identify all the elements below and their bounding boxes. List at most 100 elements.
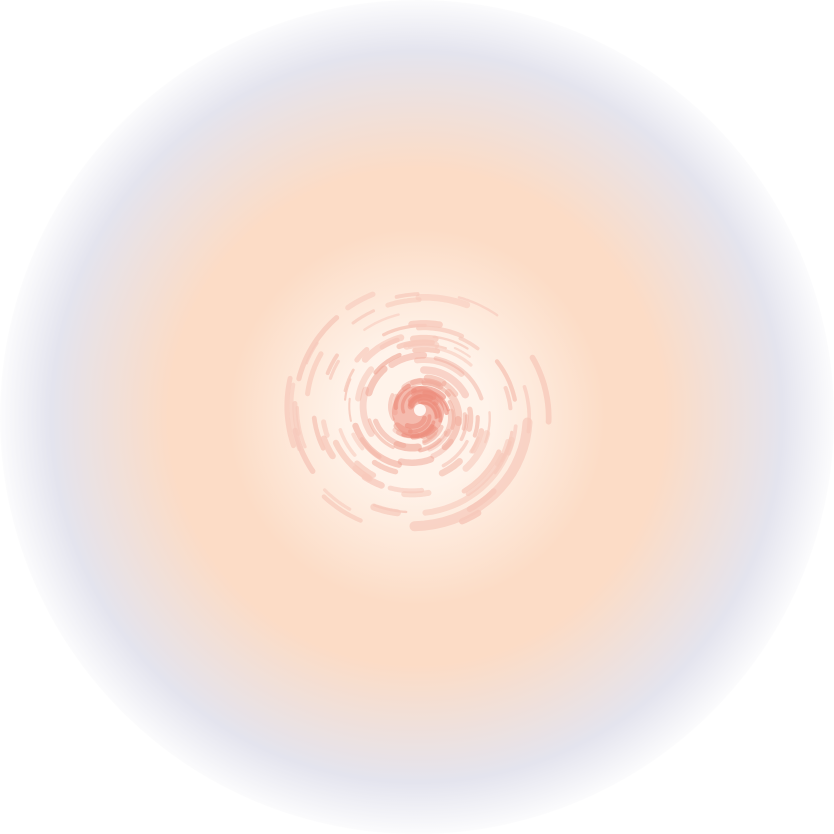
swirl-stroke: [372, 504, 408, 514]
swirl-stroke: [371, 459, 399, 475]
swirl-inner-stroke: [414, 357, 465, 377]
swirl-stroke: [328, 359, 340, 380]
swirl-inner-stroke: [367, 418, 395, 450]
swirl-inner-stroke: [443, 408, 455, 437]
swirl-stroke: [401, 489, 432, 498]
swirl-inner-stroke: [459, 414, 469, 442]
swirl-core-stroke: [400, 388, 417, 414]
swirl-inner-stroke: [417, 437, 442, 453]
swirl-inner-stroke: [423, 374, 447, 387]
swirl-stroke: [284, 375, 296, 449]
swirl-stroke: [305, 351, 324, 397]
swirl-stroke: [325, 353, 339, 376]
swirl-inner-stroke: [447, 400, 456, 430]
swirl-stroke: [320, 435, 336, 460]
swirl-inner-stroke: [393, 440, 422, 452]
swirl-stroke: [338, 428, 357, 457]
swirl-stroke: [343, 368, 355, 393]
swirl-inner-stroke: [441, 439, 469, 468]
swirl-stroke: [458, 336, 480, 351]
swirl-stroke: [453, 347, 471, 358]
swirl-inner-stroke: [410, 378, 442, 387]
swirl-core-stroke: [404, 415, 427, 429]
swirl-inner-stroke: [352, 422, 402, 468]
swirl-inner-stroke: [422, 424, 444, 446]
swirl-core-stroke: [408, 414, 432, 434]
swirl-stroke: [408, 320, 443, 329]
swirl-inner-stroke: [397, 455, 435, 466]
swirl-stroke: [355, 366, 375, 402]
swirl-inner-stroke: [359, 386, 375, 437]
swirl-inner-stroke: [466, 406, 474, 432]
swirl-inner-stroke: [427, 428, 451, 452]
swirl-stroke: [394, 292, 420, 299]
swirl-core-stroke: [420, 401, 438, 420]
swirl-core-stroke: [393, 383, 411, 411]
swirl-stroke: [438, 457, 463, 477]
swirl-stroke: [321, 494, 363, 523]
swirl-core-stroke: [417, 398, 441, 419]
swirl-stroke: [292, 427, 316, 474]
swirl-stroke: [348, 397, 353, 422]
swirl-stroke: [363, 313, 400, 332]
swirl-inner-stroke: [373, 352, 402, 375]
swirl-core-stroke: [407, 394, 422, 407]
swirl-stroke: [483, 411, 491, 444]
swirl-core-stroke: [411, 385, 447, 400]
swirl-inner-stroke: [388, 393, 395, 421]
swirl-stroke: [344, 378, 352, 401]
swirl-core-stroke: [408, 394, 439, 409]
swirl-stroke: [311, 415, 326, 451]
swirl-stroke: [296, 315, 340, 382]
swirl-stroke: [412, 347, 441, 354]
swirl-stroke: [321, 419, 330, 438]
swirl-inner-stroke: [472, 415, 480, 438]
swirl-inner-stroke: [418, 430, 448, 453]
swirl-stroke: [289, 382, 302, 452]
swirl-stroke: [494, 359, 517, 402]
swirl-stroke: [434, 346, 473, 367]
swirl-stroke: [295, 405, 307, 449]
swirl-stroke: [461, 449, 502, 494]
swirl-stroke: [458, 509, 482, 525]
swirl-stroke: [495, 438, 510, 467]
swirl-inner-stroke: [421, 381, 451, 397]
swirl-stroke: [409, 334, 439, 343]
swirl-inner-stroke: [420, 366, 470, 399]
swirl-inner-stroke: [441, 380, 459, 397]
swirl-stroke: [370, 503, 401, 517]
swirl-stroke: [345, 291, 376, 311]
swirl-stroke: [351, 309, 376, 325]
swirl-core-stroke: [422, 390, 449, 416]
swirl-stroke: [322, 488, 352, 511]
swirl-crescent: [422, 436, 515, 516]
swirl-stroke: [503, 385, 513, 411]
swirl-stroke: [305, 341, 319, 365]
swirl-stroke: [354, 347, 370, 363]
swirl-stroke: [416, 325, 465, 339]
swirl-inner-stroke: [441, 415, 462, 451]
swirl-stroke: [332, 439, 373, 482]
swirl-core-stroke: [401, 420, 436, 439]
swirl-inner-stroke: [433, 356, 484, 401]
swirl-inner-stroke: [461, 412, 467, 431]
swirl-stroke: [469, 436, 480, 454]
swirl-stroke: [354, 460, 377, 478]
core-highlight: [414, 404, 426, 416]
swirl-stroke: [529, 354, 552, 425]
swirl-inner-stroke: [365, 365, 388, 397]
swirl-stroke: [457, 296, 499, 317]
swirl-stroke: [351, 432, 365, 451]
swirl-stroke: [385, 297, 422, 308]
swirl-stroke: [292, 400, 301, 436]
swirl-stroke: [403, 340, 440, 350]
swirl-stroke: [415, 294, 471, 309]
swirl-inner-stroke: [388, 351, 428, 369]
swirl-stroke: [387, 485, 425, 494]
swirl-stroke: [361, 334, 405, 363]
swirl-crescent: [409, 417, 533, 532]
swirl-stroke: [432, 335, 469, 350]
swirl-core-stroke: [432, 401, 443, 423]
